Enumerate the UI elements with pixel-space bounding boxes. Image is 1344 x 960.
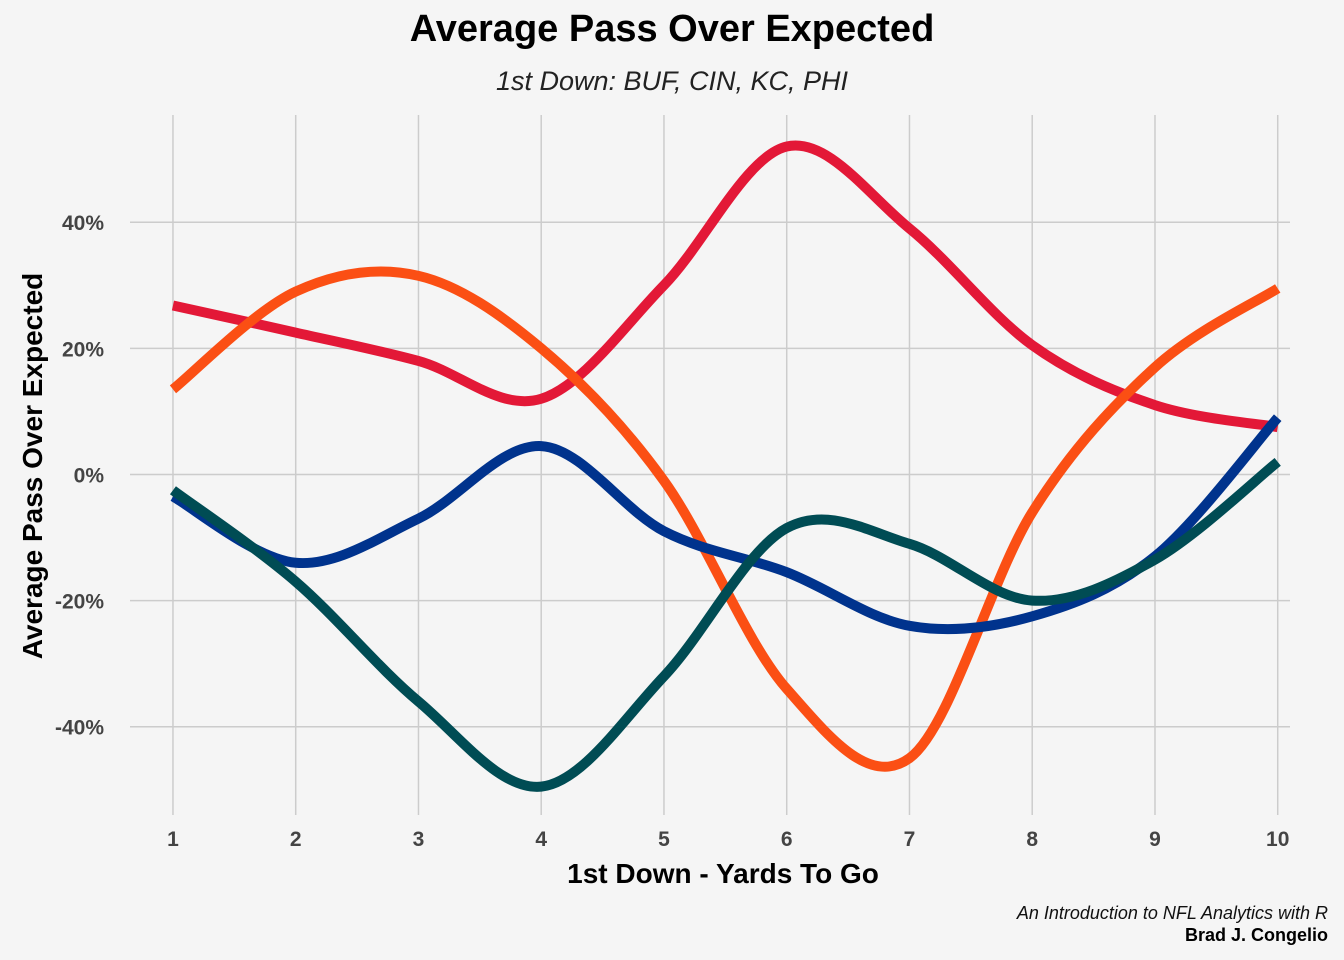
tick-labels: 1 2 3 4 5 6 7 8 9 10 -40% -20% 0% 20% 40% [55, 212, 1289, 851]
chart-title: Average Pass Over Expected [409, 8, 935, 50]
series-line-4 [169, 457, 1281, 792]
y-tick-label: -20% [55, 591, 104, 614]
caption-author: Brad J. Congelio [1184, 925, 1328, 945]
x-tick-label: 1 [167, 828, 179, 851]
x-tick-label: 5 [658, 828, 670, 851]
x-axis-title: 1st Down - Yards To Go [567, 858, 879, 889]
x-tick-label: 8 [1026, 828, 1038, 851]
caption-source: An Introduction to NFL Analytics with R [1016, 903, 1328, 923]
x-tick-label: 3 [413, 828, 425, 851]
chart-subtitle: 1st Down: BUF, CIN, KC, PHI [495, 66, 849, 96]
x-tick-label: 9 [1149, 828, 1161, 851]
series-lines [169, 140, 1282, 792]
x-tick-label: 4 [535, 828, 547, 851]
y-tick-label: -40% [55, 717, 104, 740]
x-tick-label: 10 [1266, 828, 1289, 851]
x-tick-label: 7 [904, 828, 916, 851]
grid-lines [130, 115, 1290, 815]
y-tick-label: 40% [62, 212, 104, 235]
y-tick-label: 0% [74, 464, 105, 487]
x-tick-label: 6 [781, 828, 793, 851]
y-axis-title: Average Pass Over Expected [17, 273, 48, 660]
series-line-2 [169, 266, 1281, 772]
x-tick-label: 2 [290, 828, 302, 851]
series-line-1 [171, 140, 1279, 433]
y-tick-label: 20% [62, 338, 104, 361]
